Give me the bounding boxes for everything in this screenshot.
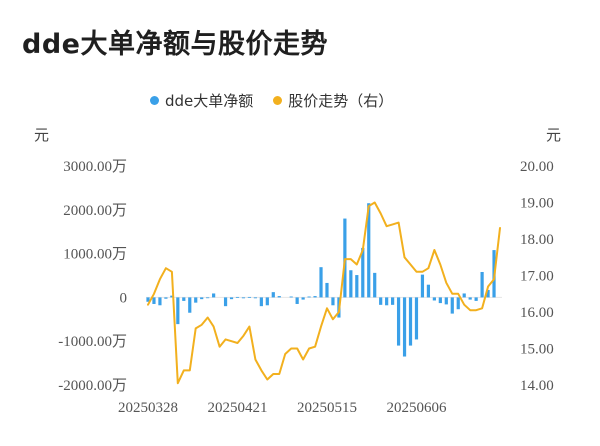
x-axis: 20250328 20250421 20250515 20250606 — [118, 400, 447, 416]
dde-bar — [468, 297, 472, 300]
dde-bar — [182, 297, 186, 301]
dde-bar — [379, 297, 383, 305]
dde-bar — [200, 297, 204, 300]
dde-bar — [396, 297, 401, 346]
left-tick-label: -1000.00万 — [58, 334, 127, 350]
left-tick-label: 2000.00万 — [63, 203, 127, 219]
dde-bar — [212, 293, 216, 298]
right-tick-label: 16.00 — [520, 305, 554, 321]
left-tick-label: 0 — [120, 290, 128, 306]
dde-bar — [343, 218, 347, 298]
right-tick-label: 19.00 — [520, 196, 554, 212]
legend-item-price[interactable]: 股价走势（右） — [273, 90, 393, 111]
dde-bar — [462, 293, 466, 298]
dde-bar — [289, 296, 293, 298]
right-tick-label: 14.00 — [520, 378, 554, 394]
right-axis-unit: 元 — [546, 126, 561, 144]
dde-bar — [426, 284, 431, 298]
x-tick-label: 20250328 — [118, 400, 178, 416]
chart-title: dde大单净额与股价走势 — [22, 29, 328, 60]
dde-bar — [313, 296, 317, 298]
dde-bar — [206, 297, 210, 299]
price-line — [147, 201, 501, 385]
dde-bar — [420, 274, 425, 298]
dde-bar — [152, 297, 156, 304]
right-tick-label: 17.00 — [520, 269, 554, 285]
left-tick-label: -2000.00万 — [58, 378, 127, 394]
legend-label-dde: dde大单净额 — [165, 92, 254, 110]
dde-bar — [235, 296, 240, 298]
dde-bar — [223, 297, 228, 307]
chart-legend: dde大单净额 股价走势（右） — [150, 90, 393, 111]
dde-bar — [164, 297, 168, 299]
dde-bar-series — [146, 203, 496, 357]
left-tick-label: 3000.00万 — [63, 159, 127, 175]
dde-bar — [444, 297, 448, 305]
dde-bar — [229, 297, 234, 300]
dde-bar — [301, 297, 305, 300]
dde-bar — [194, 297, 198, 303]
dde-bar — [265, 297, 269, 306]
legend-label-price: 股价走势（右） — [288, 92, 394, 110]
dde-bar — [259, 297, 263, 307]
dde-bar — [408, 297, 413, 346]
left-axis: 3000.00万 2000.00万 1000.00万 0 -1000.00万 -2000.… — [58, 159, 127, 394]
dde-bar — [188, 297, 192, 313]
x-tick-label: 20250606 — [386, 400, 447, 416]
dde-bar — [361, 247, 365, 298]
dde-bar — [241, 297, 246, 299]
dde-bar — [146, 297, 150, 302]
dde-bar — [456, 297, 460, 310]
left-tick-label: 1000.00万 — [63, 247, 127, 263]
dde-bar — [158, 297, 162, 306]
dde-bar — [176, 297, 180, 325]
dde-bar — [319, 267, 323, 298]
dde-bar — [325, 282, 329, 298]
dde-bar — [349, 270, 353, 298]
x-tick-label: 20250421 — [207, 400, 267, 416]
dde-bar — [385, 297, 389, 306]
dde-bar — [277, 296, 281, 298]
x-tick-label: 20250515 — [297, 400, 357, 416]
dde-bar — [480, 271, 484, 298]
dde-bar — [253, 297, 257, 299]
dde-bar — [331, 297, 335, 306]
dde-bar — [402, 297, 407, 357]
dde-bar — [247, 296, 252, 298]
dde-bar — [355, 275, 359, 298]
dde-bar — [307, 296, 311, 298]
right-tick-label: 15.00 — [520, 342, 554, 358]
right-tick-label: 20.00 — [520, 159, 554, 175]
dde-bar — [438, 297, 442, 304]
price-line-series — [147, 201, 501, 385]
legend-item-dde[interactable]: dde大单净额 — [150, 90, 253, 111]
dde-bar — [373, 272, 377, 298]
legend-marker-price — [273, 96, 283, 105]
dde-bar — [474, 297, 478, 301]
right-tick-label: 18.00 — [520, 232, 554, 248]
legend-marker-dde — [150, 96, 159, 105]
dde-bar — [367, 203, 371, 298]
dde-bar — [450, 297, 454, 314]
right-axis: 20.00 19.00 18.00 17.00 16.00 15.00 14.00 — [520, 159, 554, 394]
dde-bar — [414, 297, 419, 340]
dde-bar — [432, 297, 436, 301]
dde-bar — [486, 289, 490, 298]
dde-bar — [271, 292, 275, 298]
dde-bar — [170, 295, 174, 298]
dde-bar — [391, 297, 395, 305]
left-axis-unit: 元 — [34, 126, 49, 144]
dde-bar — [295, 297, 299, 304]
